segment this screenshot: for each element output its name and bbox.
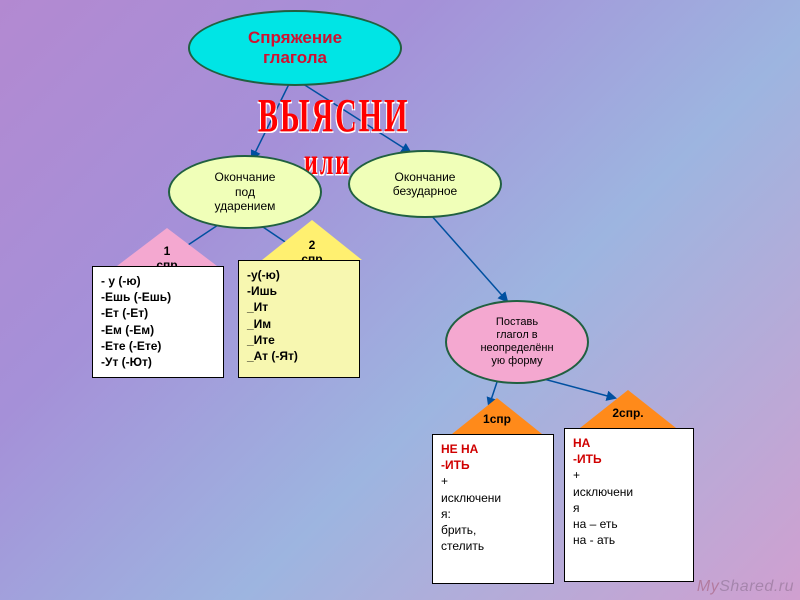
headline-vyyasni: ВЫЯСНИ [258, 90, 409, 144]
title-ellipse: Спряжение глагола [188, 10, 402, 86]
house4-box: НА-ИТЬ+исключенияна – етьна - ать [564, 428, 694, 582]
title-line2: глагола [263, 48, 327, 68]
title-line1: Спряжение [248, 28, 342, 48]
diagram-stage: Спряжение глагола ВЫЯСНИ или Окончание п… [0, 0, 800, 600]
house1-box: - у (-ю)-Ешь (-Ешь)-Ет (-Ет)-Ем (-Ем)-Ет… [92, 266, 224, 378]
house3-box: НЕ НА-ИТЬ+исключения:брить,стелить [432, 434, 554, 584]
ending-stressed-ellipse: Окончание под ударением [168, 155, 322, 229]
house3-label: 1спр [475, 412, 519, 426]
watermark: MyShared.ru [697, 578, 794, 596]
ending-unstressed-ellipse: Окончание безударное [348, 150, 502, 218]
house4-label: 2спр. [606, 406, 650, 420]
house2-box: -у(-ю)-Ишь_Ит_Им_Ите_Ат (-Ят) [238, 260, 360, 378]
infinitive-ellipse: Поставь глагол в неопределённ ую форму [445, 300, 589, 384]
